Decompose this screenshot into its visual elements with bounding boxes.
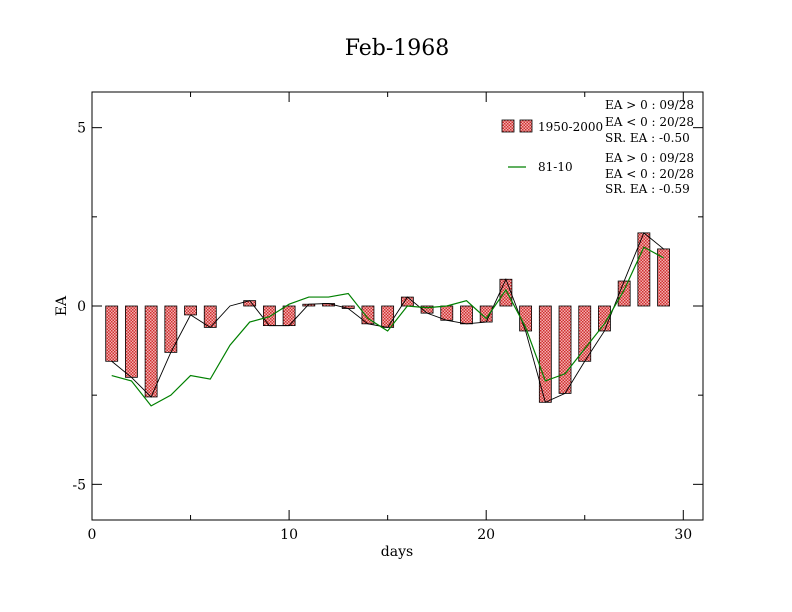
chart-title: Feb-1968 — [345, 36, 450, 61]
bar — [164, 305, 178, 353]
bar — [578, 305, 592, 362]
bar — [105, 305, 119, 362]
bar — [144, 305, 158, 398]
bar — [499, 278, 513, 307]
y-tick-label: 5 — [77, 121, 86, 137]
x-tick-label: 10 — [280, 527, 298, 543]
legend-swatch-bar-2 — [519, 119, 533, 133]
axis-ticks: 0 10 20 30 -5 0 5 — [72, 92, 703, 543]
line-series — [111, 246, 664, 407]
x-tick-label: 20 — [477, 527, 495, 543]
y-tick-label: -5 — [72, 477, 86, 493]
x-tick-label: 30 — [674, 527, 692, 543]
bar-trace-line — [111, 232, 664, 403]
bar — [381, 305, 395, 328]
y-axis-label: EA — [54, 295, 70, 316]
legend-stat-2-1: EA > 0 : 09/28 — [605, 151, 694, 165]
bar — [203, 305, 217, 328]
bar — [125, 305, 138, 378]
x-axis-label: days — [381, 544, 413, 560]
legend-stat-1-3: SR. EA : -0.50 — [605, 131, 690, 145]
bar — [400, 296, 414, 307]
bar — [460, 305, 473, 325]
legend-stat-2-3: SR. EA : -0.59 — [605, 182, 690, 196]
legend-stat-2-2: EA < 0 : 20/28 — [605, 167, 694, 181]
y-tick-label: 0 — [77, 299, 86, 315]
bar — [598, 305, 611, 332]
bar — [617, 280, 631, 307]
bar — [262, 305, 276, 327]
legend-swatch-bar-1 — [501, 119, 515, 133]
bar — [282, 305, 296, 327]
legend-stat-1-2: EA < 0 : 20/28 — [605, 115, 694, 129]
x-tick-label: 0 — [88, 527, 97, 543]
bar-series — [105, 232, 670, 403]
series-line-81-10 — [111, 246, 664, 407]
bar — [184, 305, 197, 316]
legend-label-series-2: 81-10 — [538, 160, 573, 174]
legend: 1950-2000 81-10 EA > 0 : 09/28 EA < 0 : … — [501, 98, 694, 196]
legend-stat-1-1: EA > 0 : 09/28 — [605, 98, 694, 112]
bar — [440, 305, 454, 321]
legend-label-series-1: 1950-2000 — [538, 120, 603, 134]
bar — [558, 305, 572, 394]
